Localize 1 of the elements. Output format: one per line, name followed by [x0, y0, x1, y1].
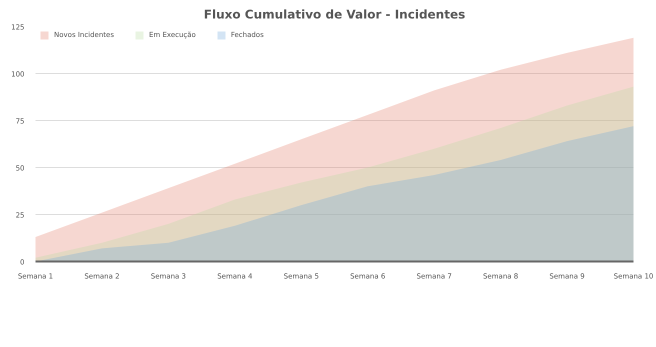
chart-title: Fluxo Cumulativo de Valor - Incidentes: [204, 8, 466, 22]
